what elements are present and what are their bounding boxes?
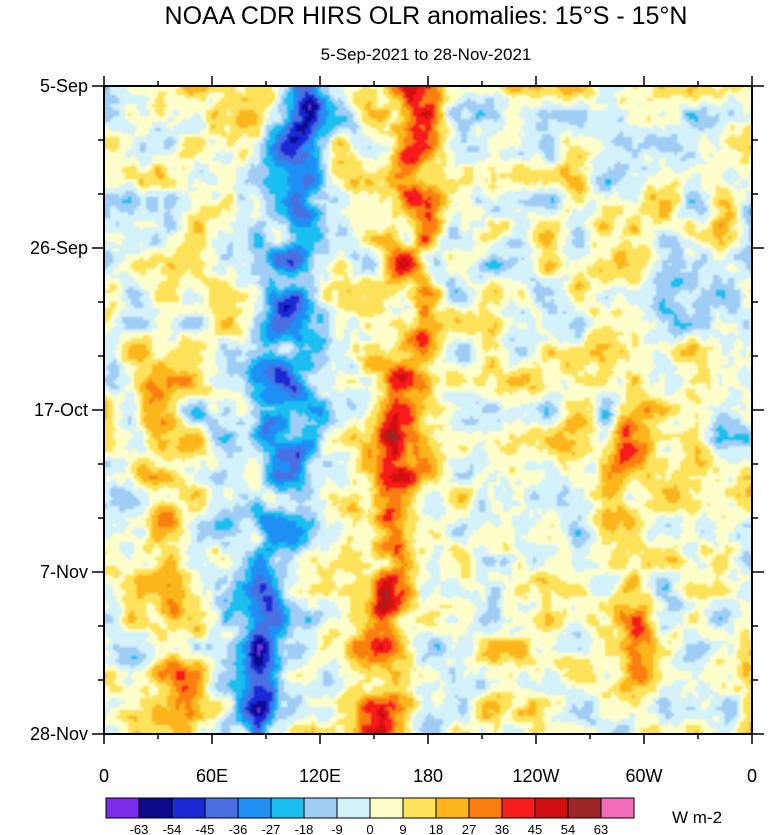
plot-area — [103, 85, 753, 735]
x-tick-label: 60E — [196, 766, 228, 786]
y-tick-label: 28-Nov — [30, 724, 88, 744]
y-tick-label: 17-Oct — [34, 400, 88, 420]
chart-subtitle: 5-Sep-2021 to 28-Nov-2021 — [321, 45, 532, 64]
colorbar-label: -9 — [331, 822, 343, 835]
colorbar-label: -36 — [229, 822, 248, 835]
colorbar-swatch — [171, 797, 206, 819]
colorbar-swatch — [138, 797, 173, 819]
colorbar-swatch — [534, 797, 569, 819]
x-tick-label: 0 — [747, 766, 757, 786]
y-tick-label: 26-Sep — [30, 238, 88, 258]
colorbar-swatch — [237, 797, 272, 819]
y-tick-label: 7-Nov — [40, 562, 88, 582]
chart-title: NOAA CDR HIRS OLR anomalies: 15°S - 15°N — [165, 2, 688, 30]
x-axis: 0 60E 120E 180 120W 60W 0 — [99, 76, 757, 786]
colorbar-swatch — [435, 797, 470, 819]
x-tick-label: 60W — [625, 766, 662, 786]
colorbar-label: 36 — [495, 822, 509, 835]
y-tick-label: 5-Sep — [40, 76, 88, 96]
x-tick-label: 120E — [299, 766, 341, 786]
colorbar-label: 54 — [561, 822, 575, 835]
colorbar-label: 18 — [429, 822, 443, 835]
x-tick-label: 120W — [512, 766, 559, 786]
y-axis: 5-Sep 26-Sep 17-Oct 7-Nov 28-Nov — [30, 76, 764, 744]
colorbar-swatch — [204, 797, 239, 819]
colorbar-swatch — [567, 797, 602, 819]
colorbar-swatch — [303, 797, 338, 819]
colorbar-units: W m-2 — [672, 808, 722, 827]
colorbar-label: -18 — [295, 822, 314, 835]
colorbar-swatch — [336, 797, 371, 819]
colorbar-swatch — [369, 797, 404, 819]
colorbar-label: 45 — [528, 822, 542, 835]
colorbar: -63 -54 -45 -36 -27 -18 -9 0 9 18 27 36 45 54 63 — [105, 797, 635, 835]
colorbar-label: 0 — [366, 822, 373, 835]
colorbar-swatch — [468, 797, 503, 819]
colorbar-swatch — [105, 797, 140, 819]
x-tick-label: 180 — [413, 766, 443, 786]
x-tick-label: 0 — [99, 766, 109, 786]
colorbar-swatch — [270, 797, 305, 819]
colorbar-label: 9 — [399, 822, 406, 835]
colorbar-swatch — [501, 797, 536, 819]
colorbar-swatch — [600, 797, 635, 819]
colorbar-label: -45 — [196, 822, 215, 835]
colorbar-label: -27 — [262, 822, 281, 835]
colorbar-label: 27 — [462, 822, 476, 835]
colorbar-label: -54 — [163, 822, 182, 835]
colorbar-swatch — [402, 797, 437, 819]
colorbar-label: 63 — [594, 822, 608, 835]
heatmap-field — [104, 86, 752, 734]
colorbar-label: -63 — [130, 822, 149, 835]
